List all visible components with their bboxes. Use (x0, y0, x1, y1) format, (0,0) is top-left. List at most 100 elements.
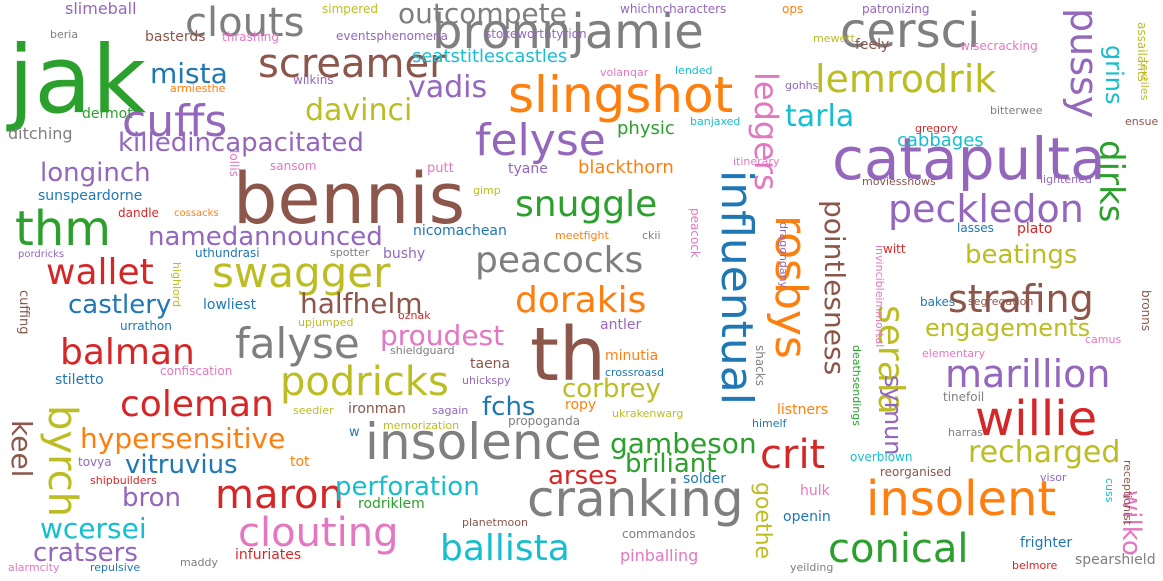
cloud-word: wcersei (40, 512, 147, 545)
cloud-word: nicomachean (413, 223, 507, 239)
cloud-word: catapulta (832, 125, 1106, 193)
cloud-word: ironman (348, 401, 406, 417)
cloud-word: cuss (1103, 478, 1116, 503)
cloud-word: peacocks (475, 240, 644, 281)
cloud-word: corbrey (562, 374, 661, 404)
cloud-word: insolent (866, 471, 1057, 527)
cloud-word: beatings (965, 240, 1078, 270)
cloud-word: planetmoon (462, 516, 528, 529)
cloud-word: hypersensitive (80, 422, 286, 455)
cloud-word: volanqar (600, 66, 649, 79)
cloud-word: peckledon (888, 187, 1084, 231)
cloud-word: vitruvius (125, 450, 238, 480)
cloud-word: lemrodrik (815, 57, 997, 101)
cloud-word: bitterwee (990, 104, 1043, 117)
cloud-word: wilkins (293, 73, 334, 87)
cloud-word: dragondany (777, 222, 790, 289)
cloud-word: wisecracking (960, 39, 1038, 53)
cloud-word: jak (8, 26, 147, 135)
cloud-word: outcompete (398, 0, 567, 30)
cloud-word: alarmcity (8, 561, 60, 574)
cloud-word: repulsive (90, 561, 141, 574)
cloud-word: castlery (68, 290, 172, 320)
cloud-word: lended (675, 64, 713, 77)
cloud-word: belmore (1012, 559, 1058, 572)
cloud-word: screamer (258, 41, 446, 87)
cloud-word: insolence (365, 413, 602, 471)
cloud-word: ditching (8, 124, 73, 143)
cloud-word: banjaxed (690, 115, 741, 128)
cloud-word: shieldguard (390, 344, 455, 357)
cloud-word: namedannounced (148, 222, 383, 252)
cloud-word: simpered (322, 2, 378, 16)
cloud-word: sansom (270, 159, 317, 173)
cloud-word: eventsphenomena (336, 29, 449, 43)
cloud-word: frighter (1020, 535, 1073, 551)
cloud-word: stokeworthtyrion (485, 27, 587, 41)
cloud-word: cuffs (122, 96, 228, 147)
cloud-word: seatstitlescastles (412, 46, 568, 67)
cloud-word: ensue (1125, 115, 1159, 128)
cloud-word: grins (1100, 45, 1128, 105)
cloud-word: ropy (565, 397, 597, 413)
cloud-word: halfhelm (300, 287, 423, 320)
cloud-word: confiscation (160, 364, 233, 378)
cloud-word: tarla (785, 99, 855, 134)
cloud-word: thrashing (222, 30, 280, 44)
cloud-word: tinefoil (943, 390, 985, 404)
cloud-word: listners (777, 402, 829, 418)
cloud-word: w (349, 425, 360, 440)
cloud-word: cratsers (33, 538, 138, 568)
cloud-word: coleman (120, 384, 274, 425)
cloud-word: tovya (78, 455, 112, 469)
cloud-word: peacock (688, 208, 702, 258)
cloud-word: shacks (753, 345, 767, 387)
cloud-word: camus (1085, 333, 1122, 346)
cloud-word: perforation (335, 472, 480, 502)
cloud-word: strafing (948, 277, 1094, 321)
cloud-word: patronizing (862, 2, 930, 16)
cloud-word: putt (427, 161, 454, 176)
cloud-word: segregation (968, 295, 1034, 308)
cloud-word: gimp (473, 184, 501, 197)
cloud-word: th (530, 312, 606, 398)
cloud-word: upjumped (298, 316, 354, 329)
cloud-word: highlord (170, 262, 183, 308)
cloud-word: rodriklem (358, 496, 425, 512)
cloud-word: himelf (752, 417, 787, 430)
cloud-word: pordricks (18, 249, 65, 260)
cloud-word: sagain (432, 404, 469, 417)
cloud-word: cabbages (897, 130, 984, 151)
cloud-word: gregory (915, 122, 958, 135)
cloud-word: infuriates (235, 547, 302, 563)
cloud-word: moviesshows (862, 175, 936, 188)
cloud-word: willie (975, 391, 1098, 447)
cloud-word: feely (855, 37, 890, 53)
cloud-word: elementary (922, 347, 986, 360)
cloud-word: oznak (398, 309, 431, 322)
cloud-word: urrathon (120, 319, 172, 333)
cloud-word: bennis (233, 158, 466, 240)
cloud-word: bronns (1139, 290, 1153, 332)
cloud-word: clouting (238, 510, 399, 556)
cloud-word: spearshield (1075, 552, 1156, 568)
cloud-word: meetfight (555, 229, 609, 242)
cloud-word: pussy (1062, 8, 1106, 119)
cloud-word: ops (782, 2, 804, 16)
cloud-word: bron (122, 483, 182, 513)
cloud-word: gohhs (785, 79, 819, 92)
cloud-word: openin (783, 509, 831, 525)
cloud-word: beria (50, 28, 79, 41)
cloud-word: overblown (850, 450, 913, 464)
cloud-word: cossacks (174, 208, 219, 219)
cloud-word: recharged (968, 435, 1121, 470)
cloud-word: antler (600, 317, 642, 333)
cloud-word: engagements (925, 314, 1091, 342)
cloud-word: cersci (840, 3, 981, 59)
cloud-word: blackthorn (578, 157, 674, 178)
cloud-word: slingshot (508, 66, 734, 124)
cloud-word: fchs (482, 392, 536, 422)
cloud-word: reorganised (880, 465, 952, 479)
cloud-word: rosbys (765, 215, 816, 359)
